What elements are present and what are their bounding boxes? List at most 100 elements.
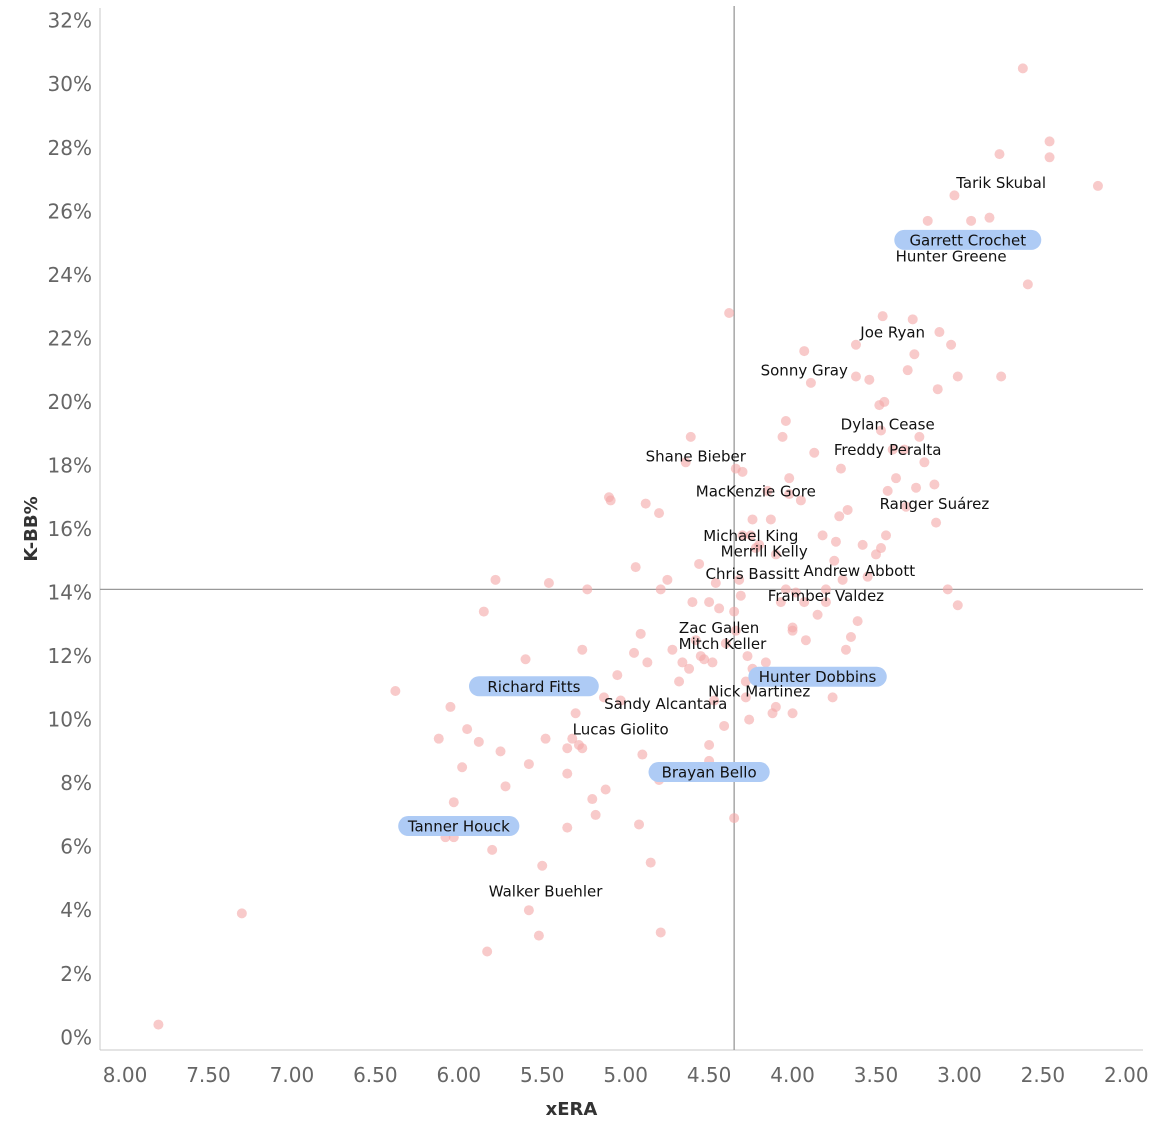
data-point xyxy=(929,479,940,490)
data-point xyxy=(879,396,890,407)
x-tick-label: 4.00 xyxy=(770,1063,815,1087)
data-point xyxy=(729,813,740,824)
data-point xyxy=(637,749,648,760)
x-tick-label: 5.00 xyxy=(603,1063,648,1087)
point-label: Joe Ryan xyxy=(859,324,925,342)
data-point xyxy=(994,149,1005,160)
data-point xyxy=(984,212,995,223)
point-label: Andrew Abbott xyxy=(803,562,915,580)
data-point xyxy=(875,425,886,436)
point-label: Mitch Keller xyxy=(679,635,767,653)
y-tick-label: 6% xyxy=(60,835,92,859)
y-axis-title: K-BB% xyxy=(21,496,42,561)
data-point xyxy=(966,215,977,226)
point-label: Zac Gallen xyxy=(679,619,759,637)
data-point xyxy=(729,606,740,617)
data-point xyxy=(523,905,534,916)
data-point xyxy=(605,495,616,506)
data-point xyxy=(787,708,798,719)
data-points xyxy=(153,63,1103,1030)
data-point xyxy=(780,415,791,426)
data-point xyxy=(720,638,731,649)
label-highlight xyxy=(748,666,887,687)
label-highlight xyxy=(648,762,770,783)
x-tick-label: 3.50 xyxy=(854,1063,899,1087)
data-point xyxy=(942,584,953,595)
data-point xyxy=(582,584,593,595)
data-point xyxy=(919,457,930,468)
data-point xyxy=(784,473,795,484)
x-axis-title: xERA xyxy=(546,1099,598,1120)
data-point xyxy=(949,190,960,201)
data-point xyxy=(790,587,801,598)
data-point xyxy=(762,485,773,496)
point-label: Shane Bieber xyxy=(646,447,747,465)
data-point xyxy=(433,733,444,744)
data-point xyxy=(845,632,856,643)
x-tick-label: 4.50 xyxy=(687,1063,732,1087)
data-point xyxy=(835,463,846,474)
x-axis-ticks: 8.00 7.50 7.00 6.50 6.00 5.50 5.00 4.50 4.00 3.50… xyxy=(103,1063,1149,1087)
data-point xyxy=(820,584,831,595)
data-point xyxy=(635,628,646,639)
data-point xyxy=(934,327,945,338)
data-point xyxy=(587,794,598,805)
data-point xyxy=(577,644,588,655)
y-tick-label: 10% xyxy=(48,708,92,732)
point-label: Freddy Peralta xyxy=(834,441,942,459)
data-point xyxy=(562,822,573,833)
data-point xyxy=(500,781,511,792)
data-point xyxy=(902,365,913,376)
data-point xyxy=(864,374,875,385)
data-point xyxy=(236,908,247,919)
point-label: Walker Buehler xyxy=(489,883,603,901)
point-label: Garrett Crochet xyxy=(909,231,1026,249)
data-point xyxy=(842,504,853,515)
data-point xyxy=(799,346,810,357)
x-tick-label: 2.50 xyxy=(1021,1063,1066,1087)
y-tick-label: 22% xyxy=(48,326,92,350)
data-point xyxy=(820,597,831,608)
data-point xyxy=(734,574,745,585)
data-point xyxy=(562,768,573,779)
data-point xyxy=(809,447,820,458)
data-point xyxy=(765,514,776,525)
data-point xyxy=(662,574,673,585)
x-tick-label: 7.00 xyxy=(270,1063,315,1087)
data-point xyxy=(740,676,751,687)
data-point xyxy=(946,339,957,350)
data-point xyxy=(829,555,840,566)
data-point xyxy=(795,495,806,506)
data-point xyxy=(777,431,788,442)
data-point xyxy=(537,860,548,871)
data-point xyxy=(694,558,705,569)
data-point xyxy=(800,635,811,646)
y-tick-label: 14% xyxy=(48,581,92,605)
x-tick-label: 6.50 xyxy=(353,1063,398,1087)
data-point xyxy=(473,736,484,747)
data-point xyxy=(882,485,893,496)
data-point xyxy=(830,536,841,547)
data-point xyxy=(462,724,473,735)
y-tick-label: 30% xyxy=(48,72,92,96)
data-point xyxy=(770,701,781,712)
point-label: Sandy Alcantara xyxy=(604,695,727,713)
point-label: Chris Bassitt xyxy=(706,565,800,583)
data-point xyxy=(612,670,623,681)
point-label: Michael King xyxy=(703,527,798,545)
data-point xyxy=(667,644,678,655)
point-label: Tarik Skubal xyxy=(955,174,1046,192)
data-point xyxy=(931,517,942,528)
data-point xyxy=(1044,152,1055,163)
data-point xyxy=(600,784,611,795)
data-point xyxy=(634,819,645,830)
data-point xyxy=(630,562,641,573)
label-highlight xyxy=(468,676,599,697)
data-point xyxy=(850,371,861,382)
y-tick-label: 2% xyxy=(60,962,92,986)
x-tick-label: 5.50 xyxy=(520,1063,565,1087)
data-point xyxy=(445,701,456,712)
y-tick-label: 28% xyxy=(48,136,92,160)
data-point xyxy=(909,349,920,360)
